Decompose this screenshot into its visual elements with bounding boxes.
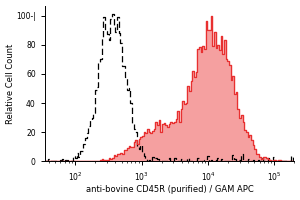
X-axis label: anti-bovine CD45R (purified) / GAM APC: anti-bovine CD45R (purified) / GAM APC — [86, 185, 254, 194]
Y-axis label: Relative Cell Count: Relative Cell Count — [6, 43, 15, 124]
